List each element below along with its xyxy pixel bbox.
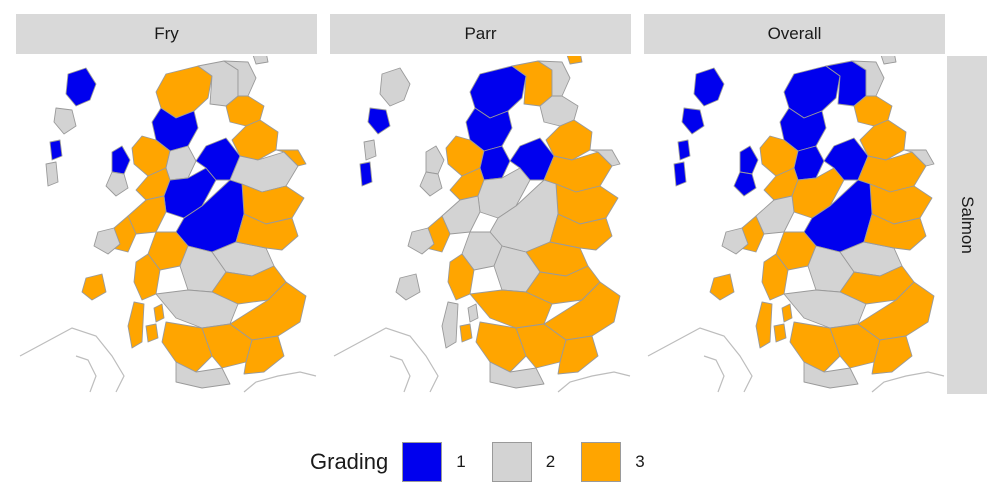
legend-label-2: 2 [545, 452, 556, 471]
scotland-map [333, 56, 631, 393]
region-uist-north [677, 139, 691, 161]
region-mull [721, 227, 749, 255]
legend-key-3 [581, 442, 622, 482]
region-orkney [566, 56, 583, 65]
legend: Grading 1 2 3 [310, 440, 671, 484]
region-skye-north [739, 145, 759, 175]
region-skye-north [425, 145, 445, 175]
coastline-outline [389, 355, 411, 393]
map-panel-fry [16, 56, 317, 394]
region-orkney [880, 56, 897, 65]
coastline-outline [19, 327, 125, 393]
coastline-outline [243, 371, 317, 393]
region-solway [871, 335, 913, 375]
map-panel-parr [330, 56, 631, 394]
region-arran [459, 323, 473, 343]
region-uist-north [363, 139, 377, 161]
region-bute [153, 303, 165, 323]
region-islay [709, 273, 735, 301]
legend-label-1: 1 [456, 452, 466, 471]
map-panel-overall [644, 56, 945, 394]
region-moray-firth [545, 119, 593, 161]
region-deveron [903, 149, 935, 167]
region-skye-north [111, 145, 131, 175]
coastline-outline [647, 327, 753, 393]
region-uist-south [359, 161, 373, 187]
facet-strip-parr: Parr [330, 14, 631, 54]
region-solway [557, 335, 599, 375]
region-harris [53, 107, 77, 135]
region-kintyre [441, 301, 459, 349]
scotland-map [19, 56, 317, 393]
region-deveron [275, 149, 307, 167]
region-islay [395, 273, 421, 301]
region-moray-firth [859, 119, 907, 161]
region-galloway [489, 361, 545, 389]
coastline-outline [703, 355, 725, 393]
facet-label-parr: Parr [464, 24, 497, 43]
region-arran [773, 323, 787, 343]
region-islay [81, 273, 107, 301]
region-solway [243, 335, 285, 375]
region-uist-south [45, 161, 59, 187]
region-clyde [783, 289, 867, 329]
region-galloway [175, 361, 231, 389]
region-kintyre [755, 301, 773, 349]
legend-key-1 [402, 442, 443, 482]
facet-strip-fry: Fry [16, 14, 317, 54]
facet-label-overall: Overall [767, 24, 822, 43]
scotland-map [647, 56, 945, 393]
region-forth [839, 265, 915, 305]
region-argyll-south [761, 253, 789, 301]
region-clyde [469, 289, 553, 329]
region-harris [681, 107, 705, 135]
region-lewis [65, 67, 97, 107]
region-esk [235, 213, 299, 251]
region-lewis [693, 67, 725, 107]
region-argyll-south [133, 253, 161, 301]
region-galloway [803, 361, 859, 389]
region-bute [467, 303, 479, 323]
region-kintyre [127, 301, 145, 349]
facet-label-salmon: Salmon [958, 196, 978, 254]
region-harris [367, 107, 391, 135]
coastline-outline [871, 371, 945, 393]
region-torridon [793, 145, 825, 181]
region-uist-south [673, 161, 687, 187]
region-lewis [379, 67, 411, 107]
region-bute [781, 303, 793, 323]
region-forth [211, 265, 287, 305]
region-uist-north [49, 139, 63, 161]
legend-title: Grading [310, 449, 389, 474]
region-deveron [589, 149, 621, 167]
region-arran [145, 323, 159, 343]
region-orkney [252, 56, 269, 65]
region-moray-firth [231, 119, 279, 161]
coastline-outline [557, 371, 631, 393]
region-esk [863, 213, 927, 251]
region-skye-south [733, 171, 757, 197]
region-torridon [479, 145, 511, 181]
region-skye-south [105, 171, 129, 197]
region-clyde [155, 289, 239, 329]
facet-label-fry: Fry [154, 24, 179, 43]
region-forth [525, 265, 601, 305]
region-mull [93, 227, 121, 255]
legend-label-3: 3 [635, 452, 645, 471]
legend-key-2 [491, 442, 532, 482]
region-torridon [165, 145, 197, 181]
facet-strip-overall: Overall [644, 14, 945, 54]
region-esk [549, 213, 613, 251]
facet-strip-row: Salmon [947, 56, 987, 394]
region-mull [407, 227, 435, 255]
coastline-outline [333, 327, 439, 393]
region-argyll-south [447, 253, 475, 301]
region-skye-south [419, 171, 443, 197]
coastline-outline [75, 355, 97, 393]
